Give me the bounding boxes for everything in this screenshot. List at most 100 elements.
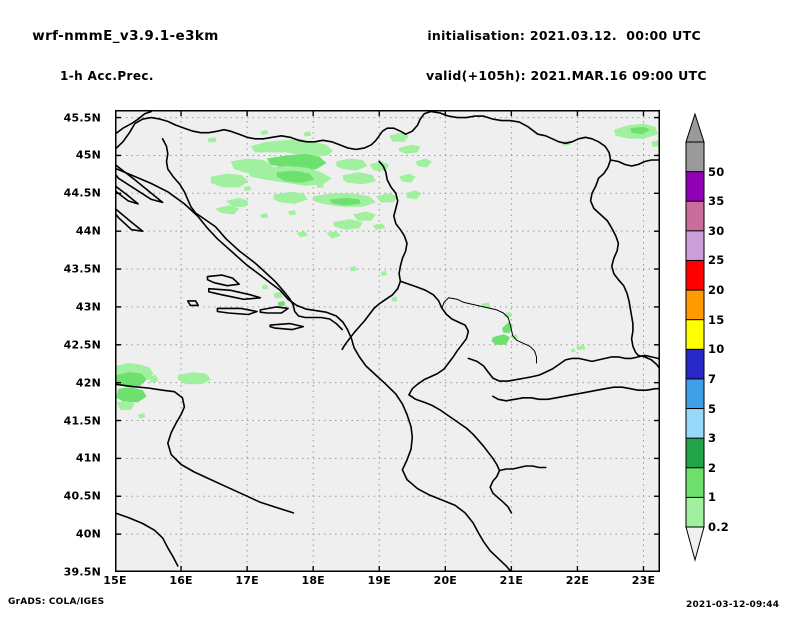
y-tick-label: 43N (75, 300, 101, 314)
colorbar-band[interactable] (685, 289, 705, 321)
geo-line (216, 307, 258, 316)
geo-line (498, 465, 547, 472)
x-tick-label: 21E (499, 574, 524, 587)
y-axis-labels: 45.5N 45N 44.5N 44N 43.5N 43N 42.5N 42N 41.5N 41N… (0, 110, 111, 578)
geo-line (186, 300, 199, 307)
colorbar-level-label: 35 (708, 194, 725, 209)
precip-patch (342, 172, 376, 185)
model-name-label: wrf-nmmE_v3.9.1-e3km (32, 28, 219, 44)
y-tick-label: 40N (75, 527, 101, 541)
precip-patch (207, 137, 217, 143)
precip-patch (273, 291, 283, 299)
colorbar-level-label: 0.2 (708, 520, 729, 534)
map-plot-area[interactable] (115, 110, 660, 572)
precip-patch (570, 348, 576, 353)
precip-patch (391, 296, 398, 302)
precipitation-map[interactable] (115, 110, 660, 572)
colorbar-band[interactable] (685, 200, 705, 232)
y-tick-label: 42.5N (63, 338, 101, 352)
precip-patch (261, 284, 269, 290)
precip-patch (389, 132, 409, 142)
geo-line (637, 354, 660, 370)
precip-patch (177, 372, 212, 385)
geo-line (589, 177, 639, 357)
precip-patch (630, 126, 651, 135)
geo-line (341, 160, 408, 351)
valid-time-label: valid(+105h): 2021.MAR.16 09:00 UTC (426, 68, 707, 83)
precip-patch (215, 205, 240, 215)
precip-patch (260, 213, 269, 219)
precip-patch (491, 334, 510, 345)
colorbar-band[interactable] (685, 378, 705, 410)
geo-line (115, 110, 153, 135)
colorbar-level-label: 5 (708, 401, 717, 416)
geo-line (208, 287, 262, 301)
precip-patch (226, 197, 249, 207)
initialisation-label: initialisation: 2021.03.12. 00:00 UTC (427, 28, 701, 43)
x-axis-labels: 15E 16E 17E 18E 19E 20E 21E 22E 23E (103, 574, 660, 594)
precip-patch (296, 231, 308, 238)
geo-line (206, 274, 240, 287)
precip-patch (375, 193, 398, 203)
precip-patch (503, 311, 513, 319)
x-tick-label: 22E (565, 574, 590, 587)
colorbar-over-arrow (685, 112, 705, 143)
geo-line (467, 354, 660, 382)
colorbar-level-label: 25 (708, 253, 725, 268)
precip-patch (148, 375, 159, 383)
colorbar[interactable] (684, 112, 706, 562)
precip-patch (288, 210, 296, 216)
precip-patch (481, 302, 491, 308)
precip-patch (329, 197, 361, 206)
colorbar-level-label: 3 (708, 431, 717, 446)
colorbar-band[interactable] (685, 141, 705, 173)
x-tick-label: 20E (433, 574, 458, 587)
colorbar-band[interactable] (685, 408, 705, 440)
geo-line (448, 297, 537, 364)
y-tick-label: 44N (75, 224, 101, 238)
geo-line (441, 297, 450, 309)
precip-patch (116, 372, 147, 388)
precipitation-shading (115, 123, 660, 419)
colorbar-band[interactable] (685, 171, 705, 203)
map-frame (115, 110, 660, 572)
precip-patch (210, 173, 249, 188)
y-tick-label: 41.5N (63, 414, 101, 428)
internal-borders (441, 297, 537, 364)
precip-patch (415, 158, 433, 168)
run-time-block: initialisation: 2021.03.12. 00:00 UTC va… (418, 6, 707, 106)
colorbar-band[interactable] (685, 437, 705, 469)
x-tick-label: 17E (235, 574, 259, 587)
colorbar-svg[interactable] (684, 112, 706, 562)
colorbar-level-label: 10 (708, 342, 725, 357)
colorbar-band[interactable] (685, 496, 705, 528)
geo-line (537, 133, 612, 179)
colorbar-level-label: 1 (708, 490, 717, 505)
y-tick-label: 42N (75, 376, 101, 390)
precip-patch (243, 185, 252, 191)
colorbar-band[interactable] (685, 348, 705, 380)
precip-patch (651, 140, 660, 148)
colorbar-band[interactable] (685, 319, 705, 351)
precip-patch (276, 170, 315, 183)
precip-patch (138, 413, 146, 419)
x-tick-label: 15E (103, 574, 127, 587)
coastlines-and-borders (115, 110, 660, 572)
colorbar-level-label: 50 (708, 164, 725, 179)
geo-line (408, 394, 513, 514)
colorbar-under-arrow (685, 526, 705, 562)
geo-line (269, 322, 305, 331)
model-title-block: wrf-nmmE_v3.9.1-e3km 1-h Acc.Prec. (22, 6, 219, 106)
geo-line (115, 512, 179, 567)
geo-line (609, 159, 660, 167)
colorbar-band[interactable] (685, 259, 705, 291)
geo-line (492, 386, 660, 402)
x-tick-label: 19E (367, 574, 391, 587)
x-tick-label: 16E (169, 574, 193, 587)
colorbar-band[interactable] (685, 230, 705, 262)
geo-line (404, 110, 432, 135)
precip-patch (399, 144, 421, 154)
geo-line (115, 167, 513, 572)
colorbar-band[interactable] (685, 467, 705, 499)
geo-line (115, 163, 164, 204)
